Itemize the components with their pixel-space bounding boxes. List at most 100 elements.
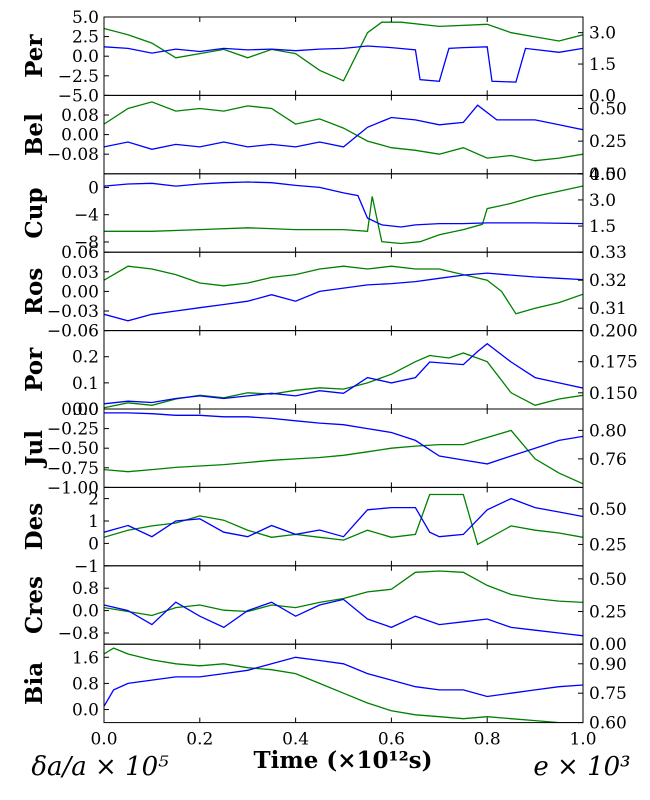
left-tick-label: 0.0	[72, 47, 99, 67]
x-tick-label: 0.4	[282, 730, 309, 750]
panel-label: Bel	[21, 113, 48, 156]
right-tick-label: 0.0	[589, 86, 616, 106]
right-tick-label: 0.150	[589, 384, 638, 404]
left-tick-label: 0.8	[72, 579, 99, 599]
series-green-line	[104, 21, 583, 82]
left-tick-label: 0.0	[72, 400, 99, 420]
panel-frame	[103, 408, 584, 488]
left-tick-label: 0.1	[72, 374, 99, 394]
series-blue-line	[104, 104, 583, 150]
left-tick-label: 0.03	[61, 263, 99, 283]
left-tick-label: 0	[88, 534, 99, 554]
left-tick-label: 0.2	[72, 348, 99, 368]
right-tick-label: 0.50	[589, 99, 627, 119]
left-tick-label: −0.06	[47, 322, 99, 342]
left-tick-label: −4	[74, 206, 99, 226]
left-tick-label: 0.0	[72, 701, 99, 721]
right-tick-label: 4.5	[589, 165, 616, 185]
panel-por: 0.2 0.1 0.0 0.200 0.175 0.150 Por	[21, 322, 638, 420]
left-tick-label: −0.8	[58, 624, 99, 644]
x-axis-label: Time (×10¹²s)	[254, 747, 433, 774]
right-tick-label: 0.50	[589, 500, 627, 520]
panel-label: Ros	[21, 268, 48, 315]
left-tick-label: 1	[88, 512, 99, 532]
panel-frame	[103, 251, 584, 332]
left-axis-note: δa/a × 10⁵	[31, 752, 169, 782]
panel-frame	[103, 94, 584, 175]
left-tick-label: −0.25	[47, 420, 99, 440]
series-blue-line	[104, 181, 583, 228]
series-blue-line	[104, 497, 583, 538]
left-tick-label: 0.00	[61, 282, 99, 302]
right-tick-label: 0.25	[589, 132, 627, 152]
right-tick-label: 0.00	[589, 165, 627, 185]
series-blue-line	[104, 45, 583, 83]
panel-bia: 1.6 0.8 0.0 0.90 0.75 0.60 Bia	[21, 643, 627, 734]
right-tick-label: 1.5	[589, 217, 616, 237]
x-tick-label: 0.8	[474, 730, 501, 750]
right-tick-label: 0.25	[589, 535, 627, 555]
panel-frame	[103, 565, 584, 645]
panel-cres: 0.8 0.0−0.8 0.50 0.25 0.00 Cres	[21, 565, 627, 655]
panel-label: Por	[21, 347, 48, 392]
panel-label: Jul	[21, 430, 48, 469]
right-tick-label: 3.0	[589, 191, 616, 211]
x-tick-label: 0.0	[90, 730, 117, 750]
right-tick-label: 0.50	[589, 570, 627, 590]
series-blue-line	[104, 342, 583, 405]
panel-ros: 0.060.030.00−0.03−0.06 0.33 0.32 0.31 Ros	[21, 243, 627, 341]
x-tick-label: 0.2	[186, 730, 213, 750]
left-tick-label: 0.00	[61, 400, 99, 420]
left-tick-label: 0.06	[61, 243, 99, 263]
x-axis: 0.0 0.2 0.4 0.6 0.8 1.0	[90, 730, 596, 750]
right-tick-label: 0.60	[589, 714, 627, 734]
panel-des: 210 −1 0.50 0.25 Des	[21, 486, 627, 577]
panel-label: Cres	[21, 576, 48, 634]
left-tick-label: 0.0	[72, 602, 99, 622]
panel-label: Bia	[21, 662, 48, 705]
left-tick-label: −0.08	[47, 145, 99, 165]
x-tick-label: 1.0	[569, 730, 596, 750]
x-tick-label: 0.6	[378, 730, 405, 750]
left-tick-label: −0.75	[47, 459, 99, 479]
series-green-line	[104, 185, 583, 245]
series-blue-line	[104, 598, 583, 637]
right-tick-label: 0.200	[589, 322, 638, 342]
series-green-line	[104, 101, 583, 162]
right-tick-label: 0.32	[589, 271, 627, 291]
chart-panels: 5.02.50.0−2.5−5.03.01.50.0Per0.080.00−0.…	[21, 8, 638, 734]
left-tick-label: −1.00	[47, 478, 99, 498]
right-tick-label: 3.0	[589, 24, 616, 44]
panel-label: Per	[21, 34, 48, 78]
panel-cup: 0 −4 −8 4.5 3.0 1.5 Cup	[21, 165, 616, 253]
series-green-line	[104, 265, 583, 315]
panel-jul: 0.00−0.25−0.50−0.75−1.00 0.80 0.76 Jul	[21, 400, 627, 498]
left-tick-label: 2.5	[72, 28, 99, 48]
right-tick-label: 0.175	[589, 353, 638, 373]
series-blue-line	[104, 272, 583, 322]
left-tick-label: 0	[88, 178, 99, 198]
series-blue-line	[104, 412, 583, 465]
panel-frame	[103, 16, 584, 96]
right-tick-label: 1.5	[589, 55, 616, 75]
panel-label: Des	[21, 503, 48, 551]
series-blue-line	[104, 656, 583, 707]
left-tick-label: −0.50	[47, 439, 99, 459]
series-green-line	[104, 647, 583, 723]
right-tick-label: 0.33	[589, 243, 627, 263]
left-tick-label: 0.00	[61, 126, 99, 146]
panel-frame	[103, 643, 584, 724]
left-tick-label: 2	[88, 490, 99, 510]
right-tick-label: 0.90	[589, 655, 627, 675]
left-tick-label: 0.08	[61, 106, 99, 126]
left-tick-label: −5.0	[58, 86, 99, 106]
left-tick-label: 5.0	[72, 8, 99, 28]
right-tick-label: 0.76	[589, 450, 627, 470]
series-green-line	[104, 570, 583, 617]
left-tick-label: 0.8	[72, 674, 99, 694]
left-tick-label: −8	[74, 233, 99, 253]
right-tick-label: 0.75	[589, 684, 627, 704]
